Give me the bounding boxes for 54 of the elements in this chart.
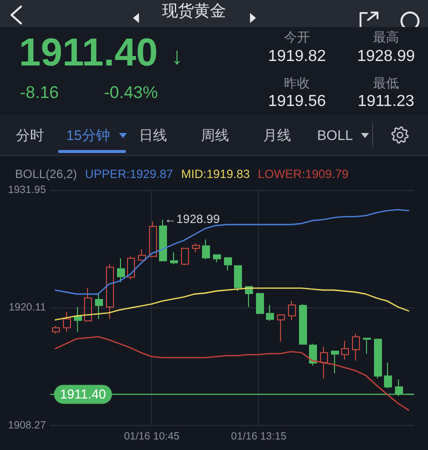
text: 1928.99: [357, 48, 415, 66]
x-tick-label: 01/16 13:15: [231, 430, 287, 443]
ref-line-label: 1911.40: [60, 386, 106, 402]
candlestick: [331, 350, 339, 374]
candlestick: [202, 238, 210, 260]
candlestick: [309, 343, 317, 366]
candlestick: [341, 340, 349, 360]
text: LOWER:1909.79: [258, 167, 349, 182]
text: 周线: [201, 126, 229, 144]
text: 1919.82: [268, 48, 326, 66]
text: 月线: [263, 126, 291, 144]
candlestick: [384, 362, 392, 389]
candlestick: [159, 219, 167, 262]
candlestick: [266, 304, 274, 322]
text: 1911.40: [19, 32, 158, 76]
y-tick-label: 1908.27: [8, 419, 46, 432]
candlestick: [224, 257, 232, 271]
text: 分时: [16, 126, 44, 144]
text: MID:1919.83: [181, 167, 250, 182]
candlestick: [138, 248, 146, 261]
text: 最低: [373, 76, 399, 92]
text: 日线: [139, 126, 167, 144]
candlestick: [95, 292, 103, 320]
legend-title: BOLL(26,2): [15, 167, 78, 182]
candlestick: [277, 314, 285, 342]
text: -0.43%: [104, 83, 158, 103]
candlestick: [74, 306, 82, 332]
candlestick: [149, 221, 157, 257]
annotation: ←1928.99: [164, 212, 220, 226]
text: 今开: [284, 30, 310, 46]
text: 15分钟: [66, 126, 110, 144]
text: ↓: [171, 43, 183, 71]
candlestick: [299, 303, 307, 345]
candlestick: [106, 264, 114, 320]
candlestick: [352, 333, 360, 362]
text: 昨收: [284, 76, 310, 92]
candlestick: [63, 311, 71, 332]
text: BOLL: [317, 126, 353, 144]
x-tick-label: 01/16 10:45: [124, 430, 180, 443]
candlestick: [170, 252, 178, 265]
text: 1919.56: [268, 92, 326, 112]
text: 1911.23: [358, 92, 414, 112]
candlestick: [320, 346, 328, 379]
candlestick: [363, 338, 371, 354]
candlestick: [84, 288, 92, 322]
y-tick-label: 1931.95: [8, 184, 46, 196]
text: 最高: [373, 30, 399, 46]
chart-title: 现货黄金: [162, 2, 226, 22]
candlestick: [374, 338, 382, 379]
text: UPPER:1929.87: [85, 167, 174, 182]
candlestick: [117, 258, 125, 283]
candlestick: [213, 254, 221, 263]
text: -8.16: [20, 83, 59, 103]
y-tick-label: 1920.11: [8, 302, 46, 314]
